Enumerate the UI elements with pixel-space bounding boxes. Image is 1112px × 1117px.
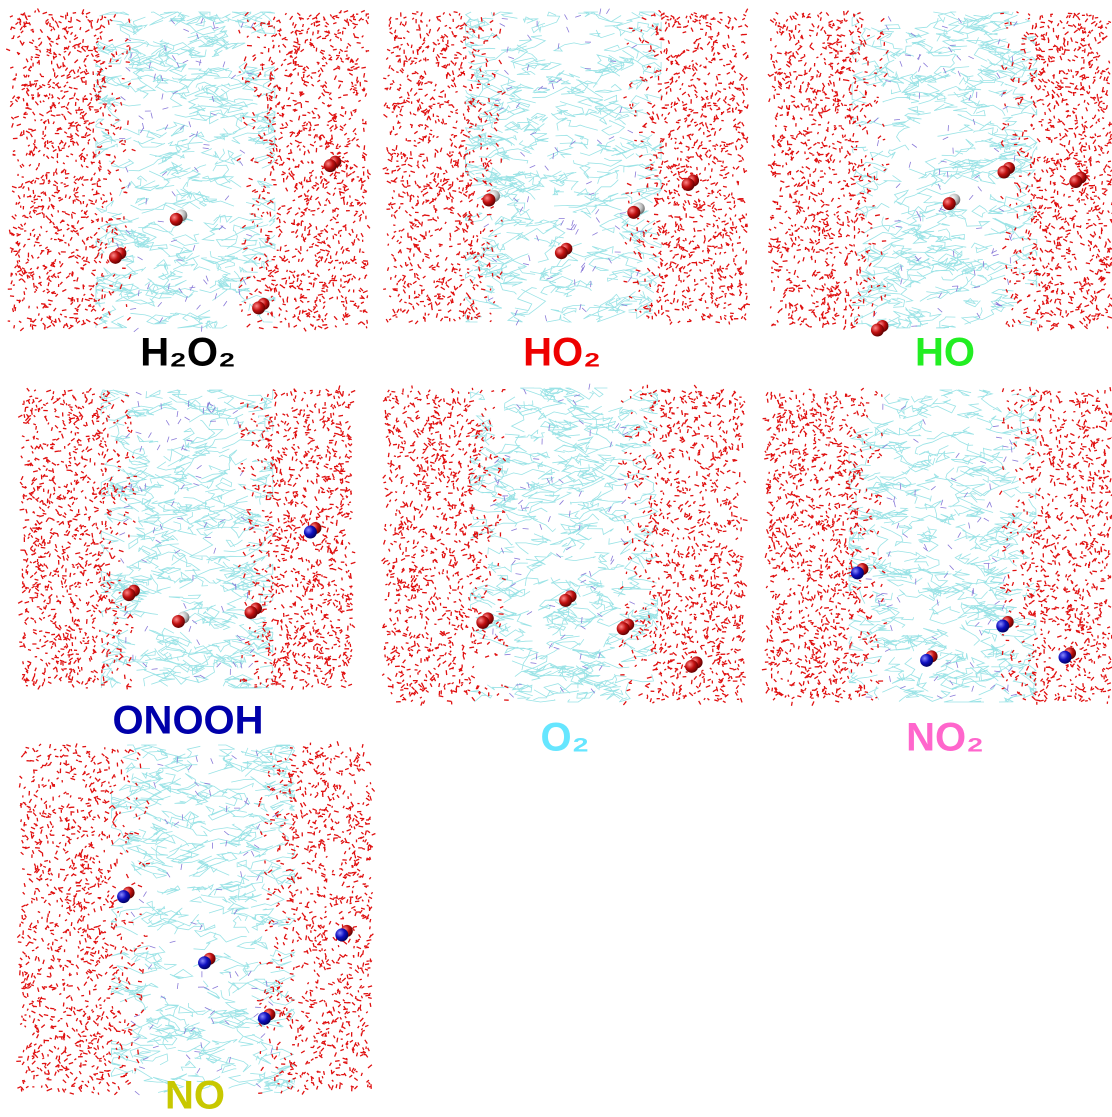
snapshot-panel [16,741,375,1095]
molecule-atom [851,566,864,579]
water [6,9,370,332]
snapshot-panel [18,386,355,690]
snapshot-panel [762,387,1112,706]
molecule-atom [943,197,956,210]
molecule-atom [245,606,258,619]
molecule-atom [170,213,183,226]
molecule-atom [109,251,122,264]
molecule-atom [198,956,211,969]
page: H₂O₂HO₂HOONOOHO₂NO₂NO (() => { const dat… [0,0,1112,1117]
lipid-chains [96,12,275,328]
molecule-atom [324,159,337,172]
molecule-atom [482,194,495,207]
molecule-atom [682,178,695,191]
molecule-atom [476,616,489,629]
molecule-atom [559,594,572,607]
molecule-atom [617,622,630,635]
panel-label: HO [915,331,975,375]
water [18,386,355,690]
headgroups [866,404,1019,699]
panel-label: H₂O₂ [140,331,236,375]
snapshot-panel [382,384,748,706]
panel-label: NO [165,1074,225,1117]
lipid-chains [101,390,273,688]
lipid-chains [112,745,295,1093]
molecule-atom [1069,175,1082,188]
water [383,9,750,325]
molecule-atom [627,206,640,219]
molecule-atom [304,526,317,539]
snapshot-panel [768,11,1112,337]
molecule-atom [335,928,348,941]
molecule-atom [258,1012,271,1025]
molecule-atom [117,890,130,903]
molecule-atom [997,166,1010,179]
headgroups [484,9,644,326]
panel-label: NO₂ [906,716,984,760]
lipid-chains [466,12,661,322]
lipid-chains [470,388,657,702]
molecule-atom [122,588,135,601]
molecule-atom [996,620,1009,633]
molecule-atom [252,301,265,314]
molecule-atom [920,654,933,667]
molecule-atom [172,615,185,628]
panel-label: O₂ [541,716,590,760]
snapshot-panel [6,9,370,332]
snapshot-panel [383,9,750,326]
molecule-atom [685,660,698,673]
panel-label: ONOOH [112,699,263,743]
panel-label: HO₂ [523,331,601,375]
molecule-atom [871,324,884,337]
figure: H₂O₂ HO₂ HO ONOOH O₂ NO₂ NO [0,0,1112,1117]
molecule-atom [555,246,568,259]
molecule-atom [1059,651,1072,664]
